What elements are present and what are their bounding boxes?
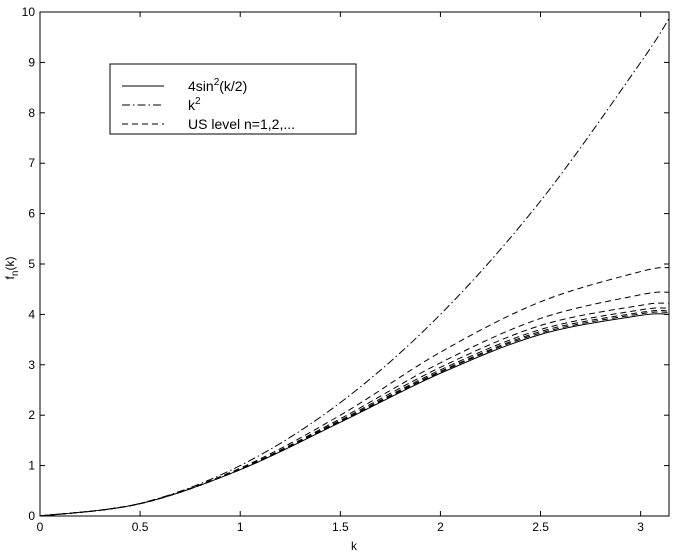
- legend-label-ksq: k2: [188, 96, 201, 113]
- y-tick-label: 6: [28, 207, 35, 221]
- x-tick-label: 3: [637, 520, 644, 534]
- series-line-3: [39, 267, 670, 517]
- y-tick-label: 3: [28, 358, 35, 372]
- x-tick-label: 0: [37, 520, 44, 534]
- x-tick-label: 2.5: [532, 520, 549, 534]
- legend: 4sin2(k/2) k2 US level n=1,2,...: [109, 63, 357, 135]
- series-line-6: [39, 307, 670, 517]
- x-tick-label: 0.5: [132, 520, 149, 534]
- y-tick-label: 7: [28, 156, 35, 170]
- y-axis-label: fn(k): [3, 257, 21, 280]
- series-line-7: [39, 309, 670, 517]
- y-tick-label: 9: [28, 55, 35, 69]
- y-axis-label-main: f: [3, 275, 17, 279]
- y-tick-label: 1: [28, 459, 35, 473]
- x-axis-label: k: [351, 539, 358, 553]
- legend-label-sin-pre: 4sin: [188, 78, 214, 94]
- tick-layer: 0 0.5 1 1.5 2 2.5 3 0 1 2 3 4 5 6 7 8 9 10: [22, 5, 669, 534]
- y-axis-label-tail: (k): [3, 257, 17, 271]
- x-tick-label: 2: [437, 520, 444, 534]
- series-line-1: [39, 313, 670, 517]
- y-axis-label-subscript: n: [10, 271, 21, 277]
- y-tick-label: 8: [28, 106, 35, 120]
- legend-box: [109, 63, 357, 135]
- legend-label-ksq-pre: k: [188, 97, 196, 113]
- x-tick-label: 1: [237, 520, 244, 534]
- series-layer: [39, 18, 670, 517]
- legend-label-sin: 4sin2(k/2): [188, 77, 247, 94]
- y-tick-label: 5: [28, 257, 35, 271]
- x-tick-label: 1.5: [332, 520, 349, 534]
- series-line-4: [39, 291, 670, 517]
- series-line-5: [39, 302, 670, 517]
- y-tick-label: 4: [28, 307, 35, 321]
- y-tick-label: 2: [28, 408, 35, 422]
- y-tick-label: 0: [28, 509, 35, 523]
- series-line-8: [39, 311, 670, 517]
- y-tick-label: 10: [22, 5, 36, 19]
- series-line-2: [39, 18, 670, 517]
- legend-label-sin-sup: 2: [214, 77, 220, 88]
- legend-label-ksq-sup: 2: [195, 96, 201, 107]
- legend-label-us: US level n=1,2,...: [188, 116, 295, 132]
- legend-label-sin-post: (k/2): [219, 78, 247, 94]
